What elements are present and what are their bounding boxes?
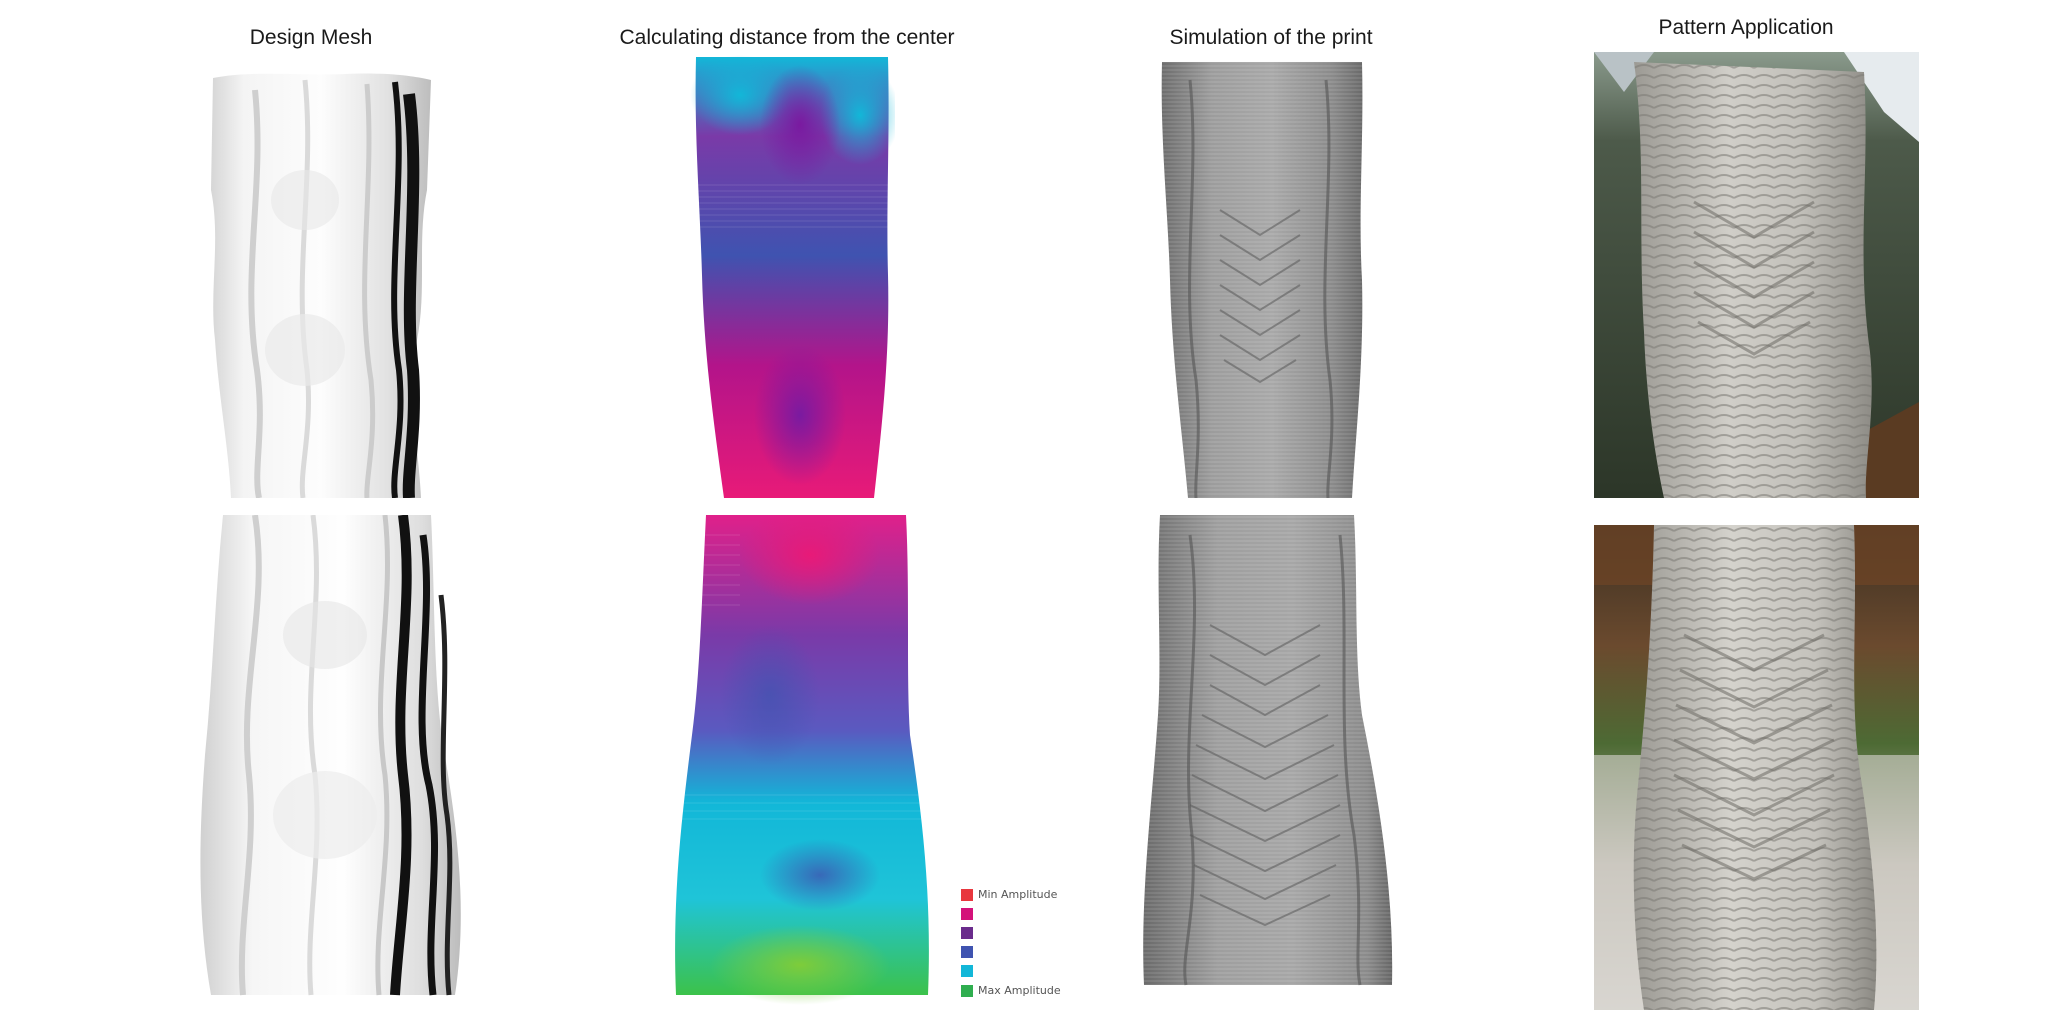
simulation-bottom-render	[1140, 515, 1400, 1000]
column-title-simulation: Simulation of the print	[1169, 26, 1373, 49]
legend-swatch	[961, 946, 973, 959]
legend-swatch	[961, 984, 973, 997]
legend-swatch	[961, 926, 973, 939]
legend-label-max: Max Amplitude	[978, 984, 1061, 998]
distance-map-bottom-render	[670, 515, 935, 1010]
legend-label-min: Min Amplitude	[978, 888, 1058, 902]
legend-item	[961, 923, 1111, 942]
legend-item: Max Amplitude	[961, 981, 1111, 1000]
design-mesh-top-render	[195, 70, 440, 498]
column-title-distance: Calculating distance from the center	[619, 26, 955, 49]
legend-swatch	[961, 907, 973, 920]
design-mesh-bottom-render	[185, 515, 465, 1010]
distance-map-top-render	[690, 55, 895, 498]
column-title-pattern: Pattern Application	[1658, 16, 1834, 39]
legend-item	[961, 962, 1111, 981]
legend-swatch	[961, 965, 973, 978]
legend-item	[961, 943, 1111, 962]
simulation-top-render	[1150, 60, 1375, 498]
legend-swatch	[961, 888, 973, 901]
column-title-design-mesh: Design Mesh	[249, 26, 373, 49]
pattern-photo-top	[1594, 52, 1919, 498]
legend-item: Min Amplitude	[961, 885, 1111, 904]
pattern-photo-bottom	[1594, 525, 1919, 1010]
amplitude-legend: Min Amplitude Max Amplitude	[961, 885, 1111, 1000]
legend-item	[961, 904, 1111, 923]
